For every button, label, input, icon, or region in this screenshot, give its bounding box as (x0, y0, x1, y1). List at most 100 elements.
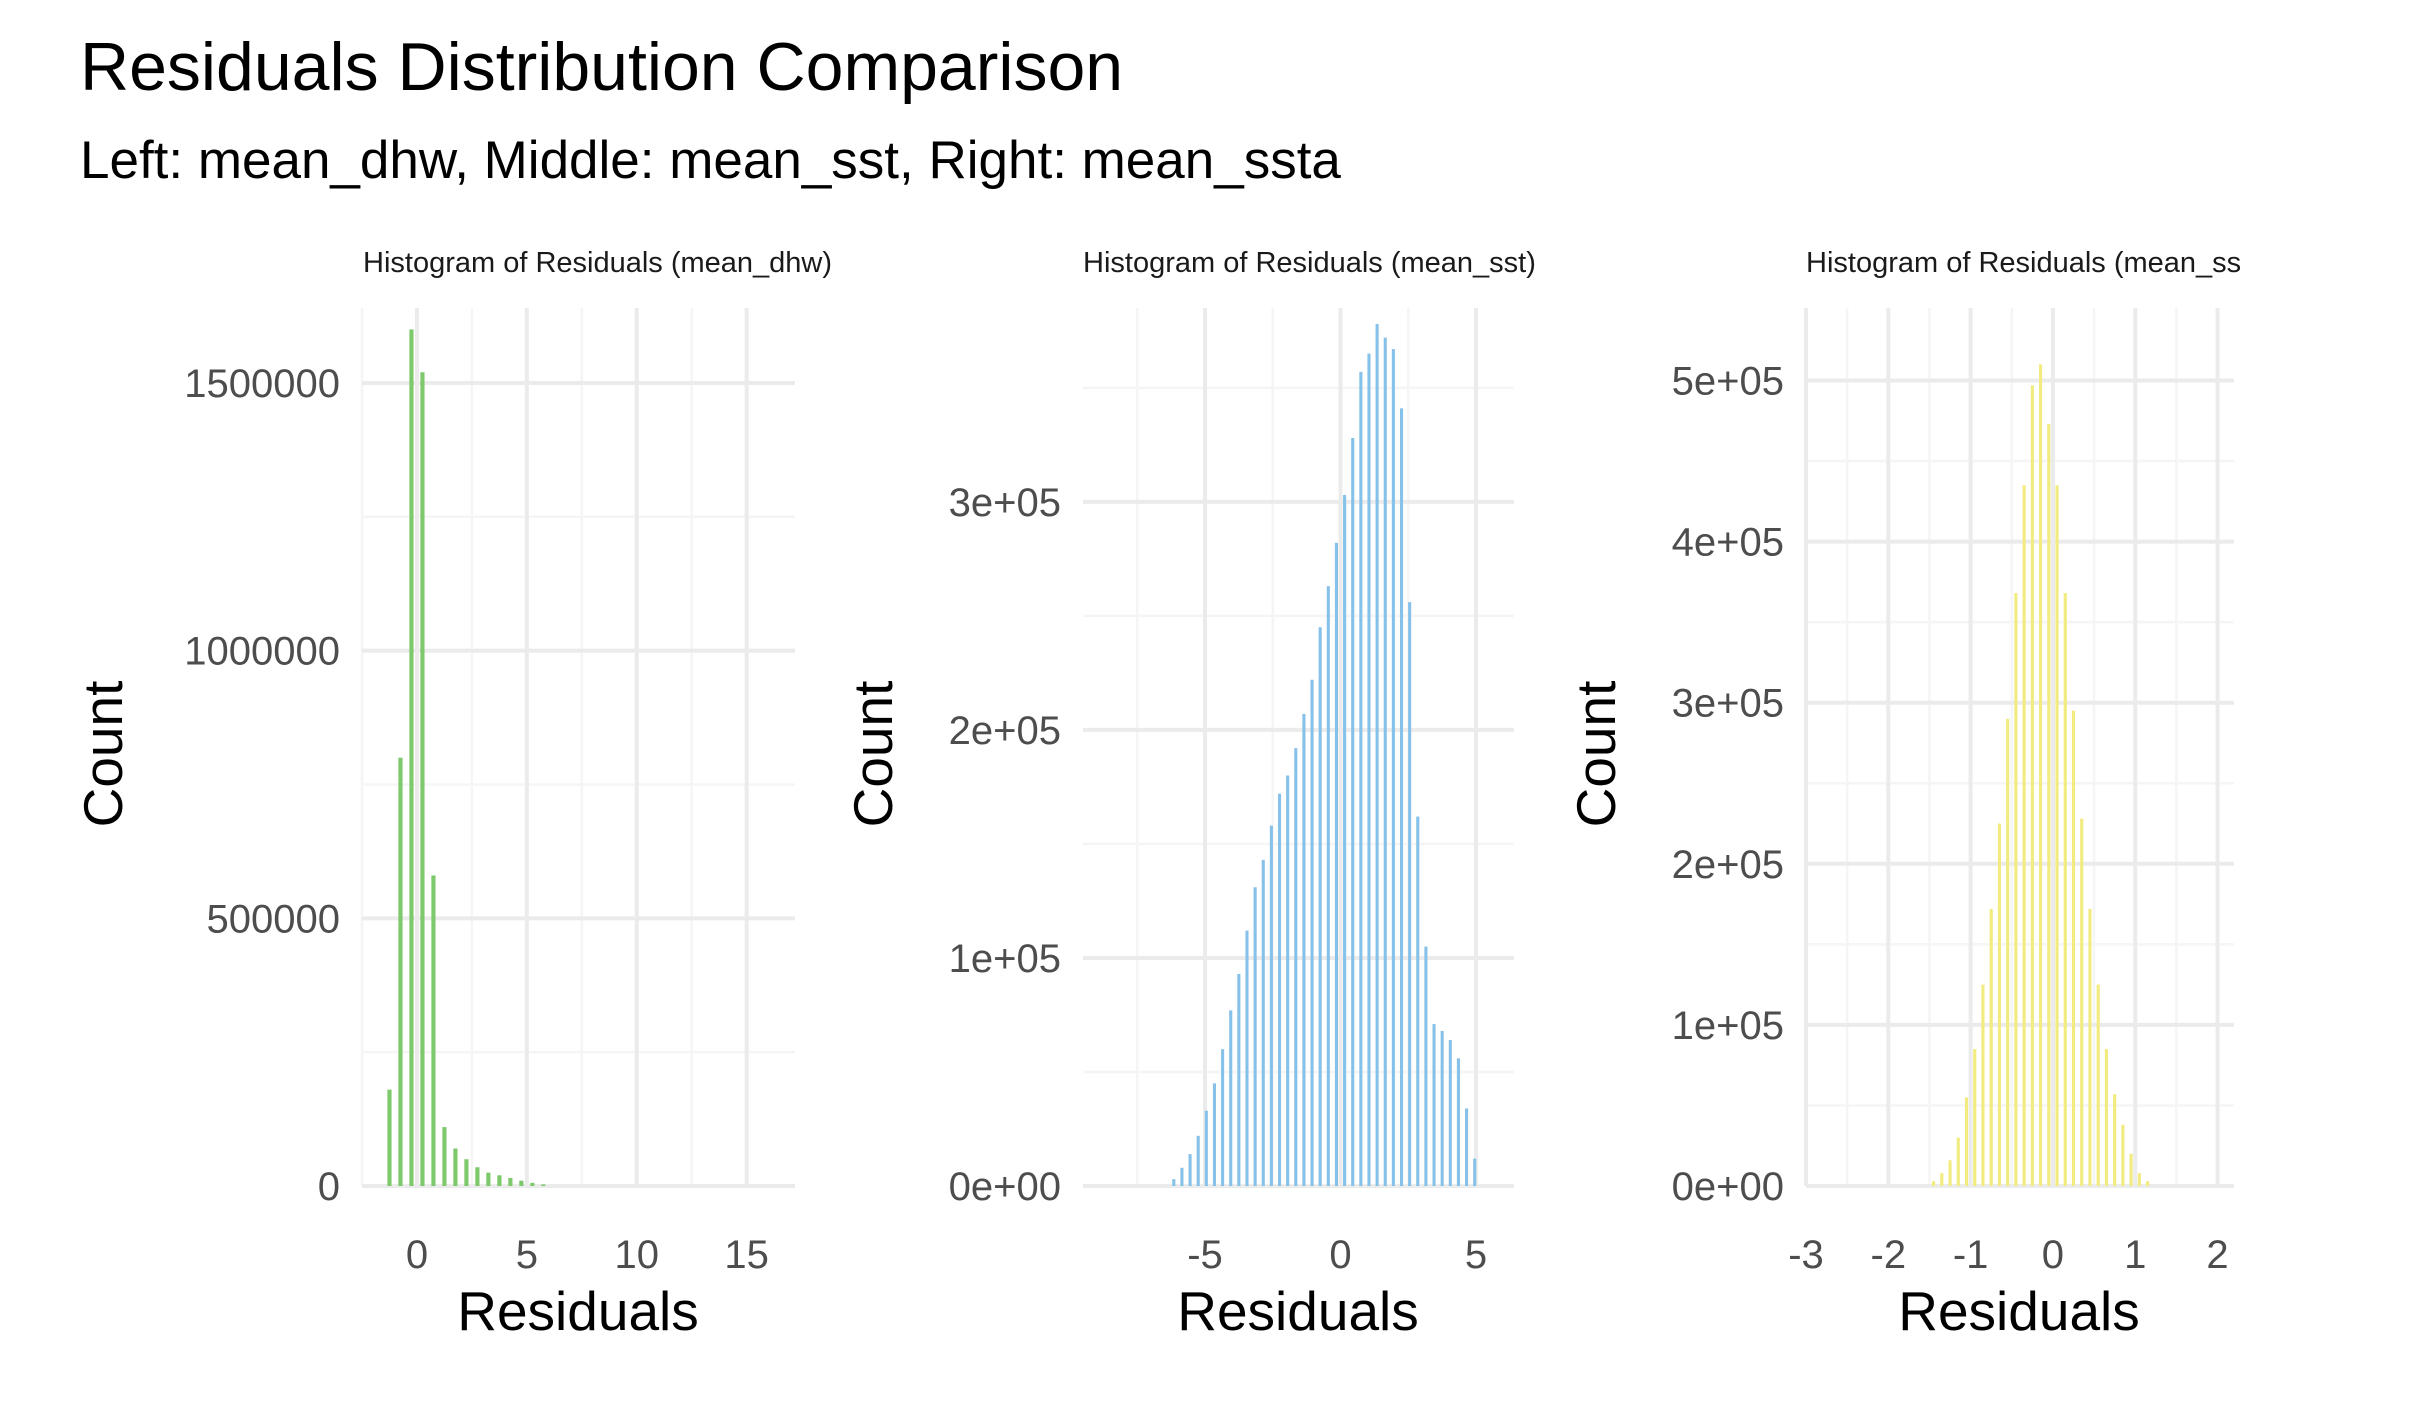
x-tick-label: 0 (406, 1233, 428, 1277)
histogram-bar (1408, 602, 1412, 1186)
histogram-bar (1188, 1154, 1192, 1186)
histogram-bar (1343, 495, 1347, 1187)
panel-title: Histogram of Residuals (mean_sst) (1083, 247, 1536, 279)
x-tick-labels: -3 -2 -1 0 1 2 (1788, 1233, 2228, 1277)
y-tick-labels: 0 500000 1000000 1500000 (184, 362, 340, 1209)
x-tick-label: -1 (1953, 1233, 1989, 1277)
x-axis-title: Residuals (1177, 1280, 1419, 1342)
histogram-bars (1932, 364, 2150, 1186)
histogram-bar (1326, 586, 1330, 1186)
histogram-bar (508, 1177, 513, 1186)
y-tick-label: 1e+05 (949, 937, 1061, 981)
histogram-bar (2063, 593, 2067, 1186)
y-axis-title: Count (842, 681, 904, 828)
histogram-bar (1359, 371, 1363, 1186)
histogram-bar (1940, 1173, 1944, 1186)
y-tick-label: 1e+05 (1672, 1004, 1784, 1048)
histogram-bar (1416, 816, 1420, 1186)
histogram-bar (1391, 349, 1395, 1187)
histogram-bar (2113, 1094, 2117, 1186)
histogram-bar (1997, 823, 2001, 1186)
histogram-bar (1253, 887, 1257, 1186)
histogram-bar (541, 1184, 546, 1186)
histogram-bar (497, 1175, 502, 1186)
histogram-bar (420, 372, 425, 1186)
histogram-bar (1245, 930, 1249, 1186)
histogram-bar (1196, 1135, 1200, 1186)
histogram-bar (2006, 718, 2010, 1186)
y-tick-label: 2e+05 (1672, 843, 1784, 887)
x-tick-label: 5 (1465, 1233, 1487, 1277)
histogram-bar (1948, 1160, 1952, 1186)
histogram-bar (1473, 1158, 1477, 1186)
histogram-bar (1286, 775, 1290, 1186)
grid-lines (1083, 308, 1514, 1188)
histogram-bar (2121, 1124, 2125, 1186)
histogram-bar (1989, 908, 1993, 1186)
histogram-bar (486, 1172, 491, 1186)
histogram-bar (2030, 385, 2034, 1186)
histogram-bar (1318, 627, 1322, 1186)
y-tick-label: 1000000 (184, 630, 340, 674)
histogram-bar (2129, 1153, 2133, 1186)
y-tick-label: 0e+00 (1672, 1165, 1784, 1209)
histogram-bar (1375, 323, 1379, 1186)
histogram-bar (2088, 908, 2092, 1186)
histogram-bar (2137, 1173, 2141, 1186)
histogram-bar (464, 1159, 469, 1186)
histogram-bar (1440, 1030, 1444, 1186)
histogram-bar (2146, 1181, 2150, 1186)
histogram-bar (1229, 1010, 1233, 1186)
histogram-bar (1277, 793, 1282, 1186)
histogram-bar (453, 1148, 458, 1186)
histogram-bar (1334, 542, 1338, 1186)
x-tick-labels: 0 5 10 15 (406, 1233, 769, 1277)
histogram-bar (2039, 364, 2043, 1186)
histogram-bar (1351, 437, 1355, 1186)
histogram-bars (387, 329, 546, 1186)
histogram-bar (1302, 713, 1306, 1186)
panel-mean-ssta: Histogram of Residuals (mean_ss 0e+00 1e+… (1565, 247, 2241, 1342)
histogram-bar (1383, 337, 1387, 1187)
x-tick-label: 5 (516, 1233, 538, 1277)
grid-lines (360, 308, 795, 1188)
histogram-bar (1221, 1049, 1225, 1186)
histogram-bar (2055, 485, 2059, 1186)
histogram-bar (475, 1167, 480, 1186)
y-tick-label: 4e+05 (1672, 521, 1784, 565)
x-axis-title: Residuals (457, 1280, 699, 1342)
y-tick-label: 2e+05 (949, 709, 1061, 753)
y-tick-label: 3e+05 (1672, 682, 1784, 726)
figure-title: Residuals Distribution Comparison (80, 29, 1123, 105)
histogram-bar (409, 329, 414, 1186)
histogram-bar (1261, 859, 1265, 1186)
histogram-bar (2104, 1049, 2108, 1186)
histogram-bar (1212, 1083, 1217, 1186)
x-tick-label: 15 (724, 1233, 769, 1277)
histogram-bar (2096, 984, 2100, 1186)
histogram-bar (2047, 423, 2051, 1186)
x-tick-label: -5 (1187, 1233, 1223, 1277)
x-tick-labels: -5 0 5 (1187, 1233, 1487, 1277)
histogram-bar (1956, 1137, 1960, 1186)
panel-mean-sst: Histogram of Residuals (mean_sst) 0e+00 1… (842, 247, 1536, 1342)
histogram-bar (1237, 973, 1241, 1186)
histogram-bar (431, 875, 436, 1186)
histogram-bar (2080, 818, 2084, 1186)
histogram-bar (1204, 1110, 1208, 1186)
y-tick-label: 1500000 (184, 362, 340, 406)
panel-title: Histogram of Residuals (mean_ss (1806, 247, 2241, 279)
histogram-bar (1973, 1049, 1977, 1186)
histogram-bar (2022, 485, 2026, 1186)
histogram-bar (1294, 748, 1298, 1186)
y-tick-label: 5e+05 (1672, 359, 1784, 403)
x-tick-label: -3 (1788, 1233, 1824, 1277)
histogram-bar (1456, 1058, 1460, 1186)
y-tick-label: 500000 (207, 897, 340, 941)
histogram-bar (387, 1089, 392, 1186)
histogram-bar (530, 1182, 535, 1186)
histogram-bar (1399, 408, 1404, 1186)
y-tick-labels: 0e+00 1e+05 2e+05 3e+05 (949, 481, 1061, 1209)
histogram-bar (1269, 825, 1273, 1186)
